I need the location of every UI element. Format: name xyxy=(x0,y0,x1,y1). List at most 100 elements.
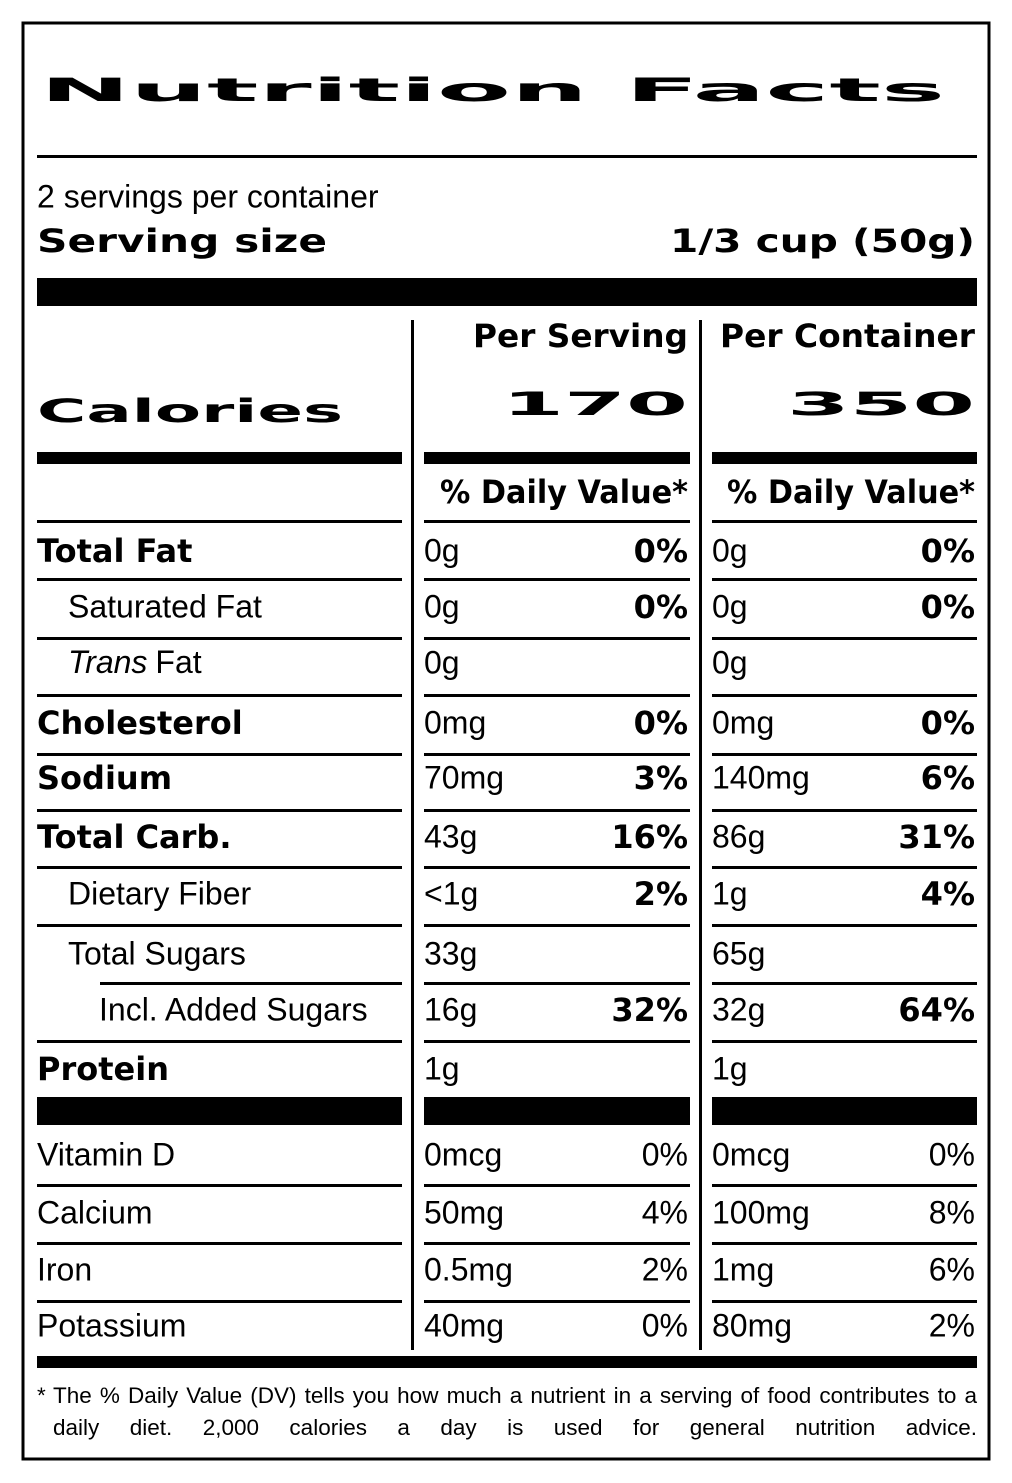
amount: 1mg xyxy=(712,1251,774,1287)
serving-size: 1/3 cup (50g) xyxy=(670,222,975,260)
rule xyxy=(712,1040,977,1043)
amount: 140mg xyxy=(712,759,810,795)
nutrient-label: Sodium xyxy=(37,759,172,797)
amount: 0g xyxy=(424,532,460,568)
daily-value: 0% xyxy=(634,588,688,626)
daily-value: 4% xyxy=(921,875,975,913)
thick-bar xyxy=(424,1097,690,1125)
amount: 0g xyxy=(424,588,460,624)
amount: 86g xyxy=(712,818,765,854)
footnote: * The % Daily Value (DV) tells you how m… xyxy=(37,1380,977,1444)
rule xyxy=(712,578,977,581)
daily-value: 0% xyxy=(634,532,688,570)
footnote-text: The % Daily Value (DV) tells you how muc… xyxy=(53,1383,977,1440)
rule xyxy=(37,809,402,812)
rule xyxy=(712,809,977,812)
rule xyxy=(37,578,402,581)
rule xyxy=(712,753,977,756)
amount: 33g xyxy=(424,935,477,971)
label-rest: Fat xyxy=(155,644,201,680)
thick-bar xyxy=(37,452,402,464)
nutrient-label: Dietary Fiber xyxy=(68,875,252,911)
servings: 2 servings per container xyxy=(37,178,379,214)
amount: 50mg xyxy=(424,1194,504,1230)
nutrient-label: Total Fat xyxy=(37,532,192,570)
amount: 16g xyxy=(424,991,477,1027)
rule xyxy=(37,1242,402,1245)
rule xyxy=(37,1184,402,1187)
nutrient-label: Total Sugars xyxy=(68,935,246,971)
amount: 43g xyxy=(424,818,477,854)
title: Nutrition Facts xyxy=(40,71,945,109)
column-heading: Per Serving xyxy=(473,317,688,355)
rule xyxy=(100,982,402,985)
daily-value: 2% xyxy=(634,875,688,913)
rule xyxy=(712,637,977,640)
column-divider xyxy=(699,320,702,1350)
nutrient-label: Cholesterol xyxy=(37,704,243,742)
rule xyxy=(424,578,690,581)
column-divider xyxy=(411,320,414,1350)
nutrient-label: Protein xyxy=(37,1050,169,1088)
thick-bar xyxy=(37,278,977,306)
amount: 0mcg xyxy=(712,1136,790,1172)
nutrient-label: Incl. Added Sugars xyxy=(99,991,368,1027)
rule xyxy=(424,924,690,927)
daily-value: 3% xyxy=(634,759,688,797)
nutrient-label: Trans Fat xyxy=(68,644,202,680)
rule xyxy=(37,1040,402,1043)
daily-value: 16% xyxy=(611,818,688,856)
rule xyxy=(712,694,977,697)
rule xyxy=(712,520,977,523)
daily-value: 0% xyxy=(642,1307,688,1343)
amount: 70mg xyxy=(424,759,504,795)
rule xyxy=(424,753,690,756)
amount: 65g xyxy=(712,935,765,971)
rule xyxy=(424,520,690,523)
rule xyxy=(712,866,977,869)
daily-value: 0% xyxy=(642,1136,688,1172)
daily-value: 0% xyxy=(921,588,975,626)
calories-label: Calories xyxy=(37,392,343,430)
amount: 1g xyxy=(712,875,748,911)
thick-bar xyxy=(424,452,690,464)
amount: 0.5mg xyxy=(424,1251,513,1287)
dv-heading: % Daily Value* xyxy=(727,473,975,511)
dv-heading: % Daily Value* xyxy=(440,473,688,511)
label-italic: Trans xyxy=(68,644,147,680)
amount: 1g xyxy=(424,1050,460,1086)
calories-value: 350 xyxy=(787,385,975,423)
thick-bar xyxy=(712,1097,977,1125)
rule xyxy=(37,924,402,927)
amount: 80mg xyxy=(712,1307,792,1343)
rule xyxy=(712,1184,977,1187)
rule xyxy=(424,694,690,697)
daily-value: 0% xyxy=(921,704,975,742)
daily-value: 2% xyxy=(929,1307,975,1343)
daily-value: 6% xyxy=(929,1251,975,1287)
amount: 0mg xyxy=(712,704,774,740)
thick-bar xyxy=(37,1356,977,1368)
rule xyxy=(424,1040,690,1043)
daily-value: 4% xyxy=(642,1194,688,1230)
rule xyxy=(712,982,977,985)
column-heading: Per Container xyxy=(720,317,975,355)
vitamin-label: Vitamin D xyxy=(37,1136,175,1172)
rule xyxy=(424,1184,690,1187)
rule xyxy=(424,1300,690,1303)
amount: 0g xyxy=(712,532,748,568)
daily-value: 6% xyxy=(921,759,975,797)
vitamin-label: Iron xyxy=(37,1251,92,1287)
rule xyxy=(424,637,690,640)
daily-value: 0% xyxy=(929,1136,975,1172)
footnote-mark: * xyxy=(37,1383,46,1408)
amount: 0mcg xyxy=(424,1136,502,1172)
daily-value: 0% xyxy=(921,532,975,570)
thick-bar xyxy=(37,1097,402,1125)
rule xyxy=(424,982,690,985)
thick-bar xyxy=(712,452,977,464)
amount: <1g xyxy=(424,875,478,911)
rule xyxy=(37,637,402,640)
